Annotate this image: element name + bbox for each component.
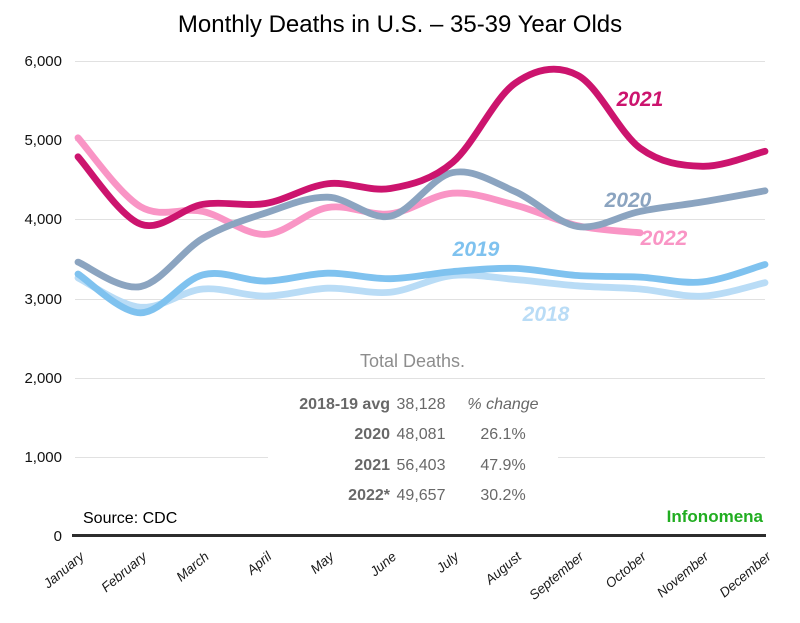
y-tick-label: 6,000 (24, 53, 62, 70)
series-label-2021: 2021 (616, 88, 664, 111)
x-tick-label-november: November (654, 548, 712, 600)
y-tick-label: 3,000 (24, 290, 62, 308)
gridline-5000 (75, 140, 765, 142)
table-row-label: 2022* (348, 487, 390, 504)
series-label-2022: 2022 (640, 227, 688, 250)
x-tick-label-august: August (482, 548, 526, 588)
summary-table-title: Total Deaths. (359, 351, 466, 371)
x-tick-label-april: April (243, 548, 275, 578)
x-tick-label-july: July (433, 548, 463, 576)
table-row-value: 56,403 (396, 457, 446, 474)
table-row: 2020 48,081 26.1% (0, 426, 800, 446)
table-row-label: 2021 (354, 457, 390, 474)
x-axis-line (72, 534, 766, 537)
table-row-value: 49,657 (396, 487, 446, 504)
y-tick-label: 0 (53, 528, 62, 545)
series-label-2018: 2018 (522, 303, 570, 326)
table-row-value: 38,128 (396, 396, 446, 413)
series-label-2019: 2019 (452, 238, 500, 261)
series-line-2019 (74, 261, 769, 317)
y-tick-label: 5,000 (24, 132, 62, 150)
y-tick-label: 2,000 (24, 369, 62, 387)
x-tick-label-january: January (40, 548, 88, 592)
table-row-pct: % change (467, 396, 539, 413)
x-tick-label-october: October (603, 548, 650, 591)
table-row-pct: 26.1% (480, 426, 526, 443)
x-tick-label-september: September (526, 548, 587, 602)
series-line-2018 (74, 271, 769, 311)
gridline-3000 (75, 298, 765, 300)
table-row: 2021 56,403 47.9% (0, 457, 800, 477)
x-tick-label-march: March (173, 549, 211, 585)
brand-logo: Infonomena (666, 507, 763, 526)
table-row: 2022* 49,657 30.2% (0, 487, 800, 507)
x-tick-label-december: December (717, 548, 775, 600)
gridline-4000 (75, 219, 765, 221)
gridline-6000 (75, 61, 765, 62)
chart-title: Monthly Deaths in U.S. – 35-39 Year Olds (177, 11, 623, 38)
y-tick-label: 1,000 (24, 448, 62, 466)
table-row: 2018-19 avg 38,128 % change (0, 396, 800, 416)
summary-table-panel (268, 386, 558, 516)
series-label-2020: 2020 (604, 189, 652, 212)
table-row-label: 2020 (354, 426, 390, 443)
x-tick-label-february: February (98, 548, 150, 595)
table-row-value: 48,081 (396, 426, 446, 443)
table-row-label: 2018-19 avg (299, 396, 390, 413)
y-tick-label: 4,000 (24, 211, 62, 229)
table-row-pct: 47.9% (480, 457, 526, 474)
source-note: Source: CDC (83, 510, 178, 527)
gridline-2000 (75, 377, 765, 379)
x-tick-label-may: May (308, 548, 338, 577)
table-row-pct: 30.2% (480, 487, 526, 504)
x-tick-label-june: June (366, 549, 399, 580)
